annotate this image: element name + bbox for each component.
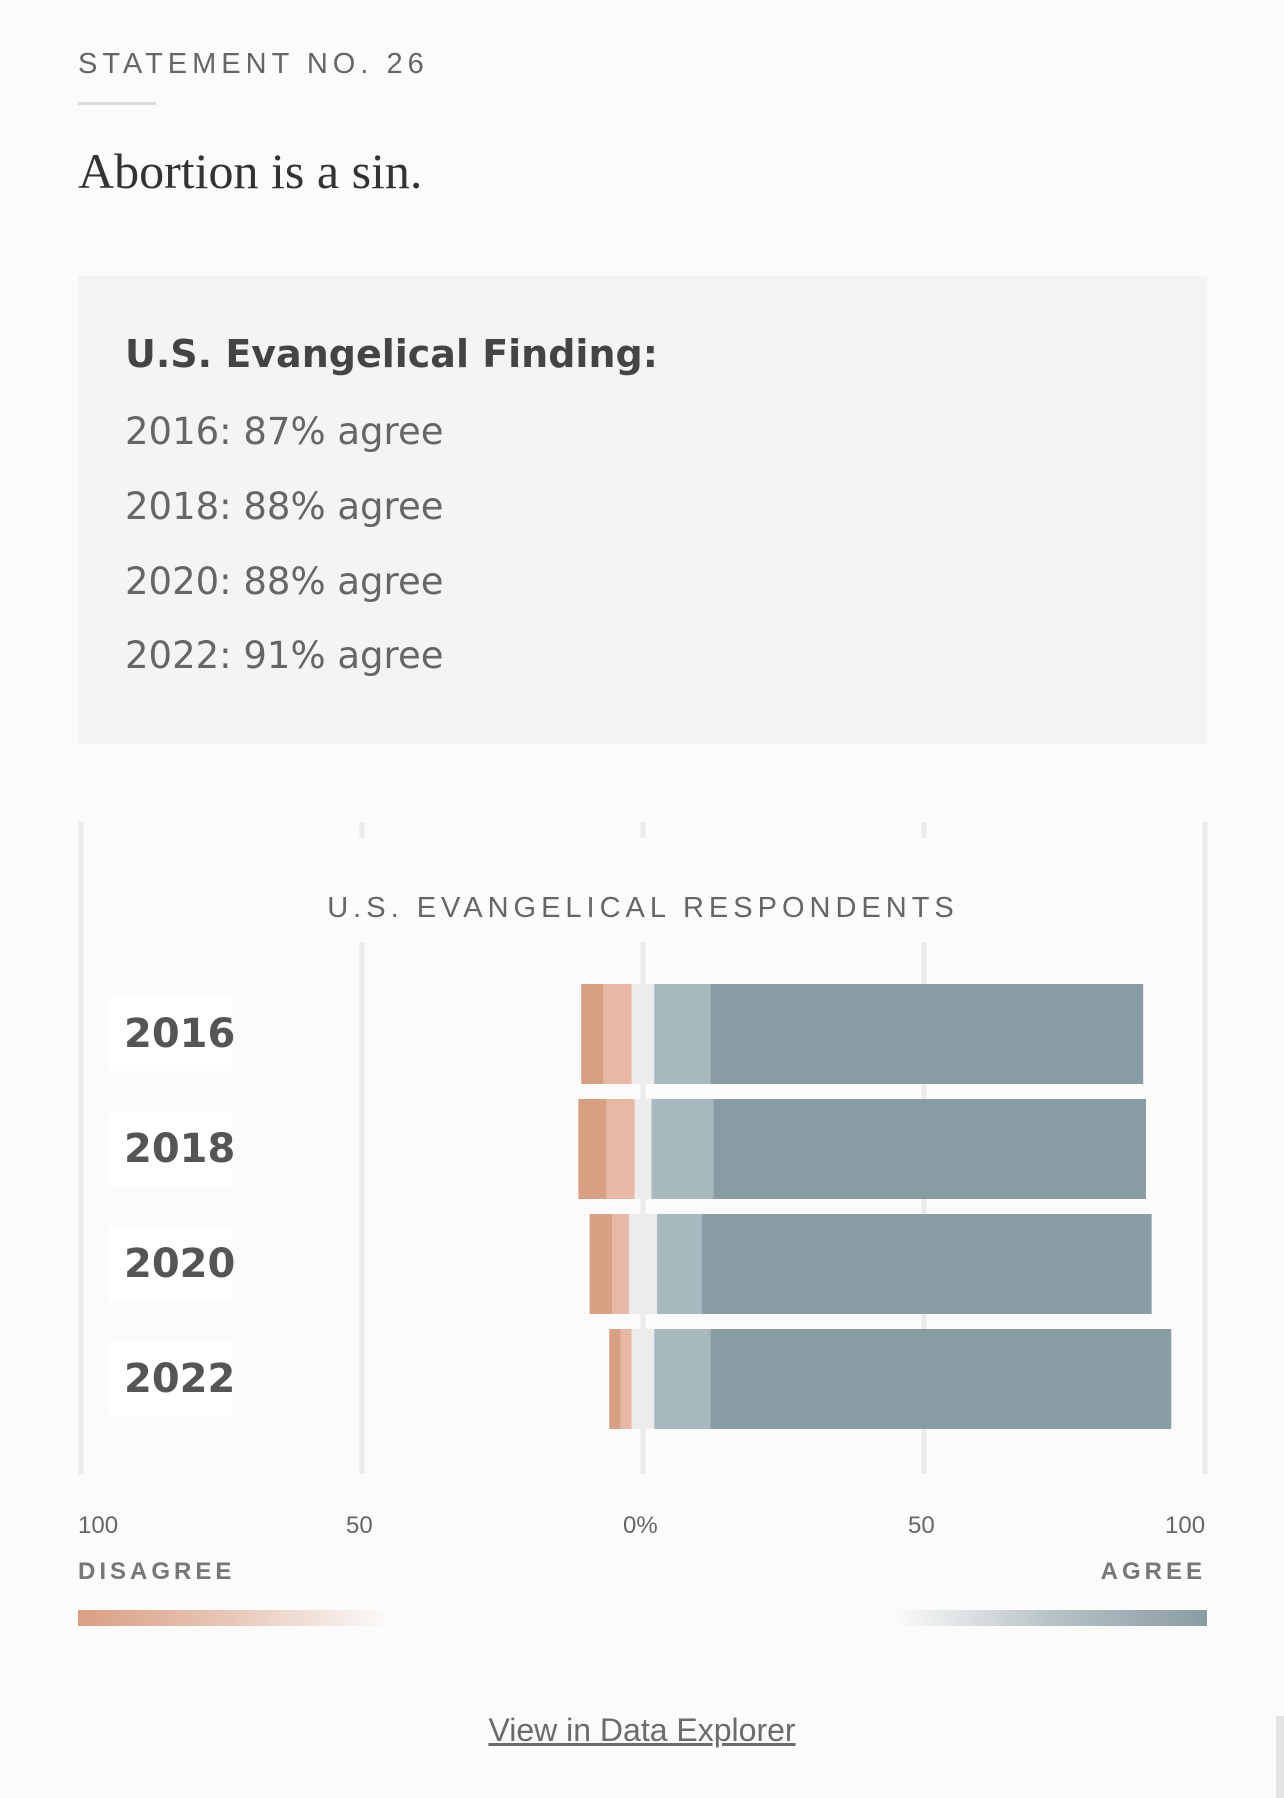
year-label-bg-2018 — [109, 1112, 233, 1186]
view-in-data-explorer-link[interactable]: View in Data Explorer — [488, 1712, 796, 1748]
bar-2018-strongly-agree — [713, 1099, 1146, 1199]
disagree-gradient-legend — [78, 1610, 390, 1626]
year-label-2016: 2016 — [124, 1011, 235, 1057]
bar-2020-strongly-disagree — [589, 1214, 613, 1314]
bar-2016-somewhat-disagree — [603, 984, 632, 1084]
agree-gradient-legend — [895, 1610, 1207, 1626]
year-label-bg-2016 — [109, 997, 233, 1071]
year-label-bg-2020 — [109, 1227, 233, 1301]
statement-title: Abortion is a sin. — [78, 143, 423, 199]
bar-2018-somewhat-disagree — [606, 1099, 635, 1199]
statement-eyebrow: STATEMENT NO. 26 — [78, 48, 429, 80]
bar-2018-strongly-disagree — [578, 1099, 607, 1199]
bar-2016-strongly-agree — [710, 984, 1144, 1084]
bar-2016-somewhat-agree — [654, 984, 711, 1084]
axis-tick-zero: 0% — [623, 1512, 658, 1539]
finding-line-2016: 2016: 87% agree — [125, 410, 444, 453]
finding-line-2020: 2020: 88% agree — [125, 560, 444, 603]
bar-2022-somewhat-agree — [654, 1329, 711, 1429]
finding-title: U.S. Evangelical Finding: — [125, 332, 658, 376]
year-label-2020: 2020 — [124, 1241, 235, 1287]
axis-tick-agree-50: 50 — [908, 1512, 935, 1539]
bar-2016-not-sure — [631, 984, 655, 1084]
year-label-2022: 2022 — [124, 1356, 235, 1402]
bar-2016-strongly-disagree — [581, 984, 604, 1084]
bar-2020-not-sure — [628, 1214, 658, 1314]
chart-title: U.S. EVANGELICAL RESPONDENTS — [327, 892, 959, 924]
finding-line-2022: 2022: 91% agree — [125, 634, 444, 677]
scrollbar[interactable] — [1276, 1716, 1284, 1798]
bar-2018-not-sure — [634, 1099, 652, 1199]
bar-2022-strongly-agree — [710, 1329, 1172, 1429]
agree-label: AGREE — [1100, 1558, 1206, 1585]
bar-2018-somewhat-agree — [651, 1099, 714, 1199]
finding-line-2018: 2018: 88% agree — [125, 485, 444, 528]
finding-box: U.S. Evangelical Finding: 2016: 87% agre… — [78, 276, 1207, 744]
year-label-2018: 2018 — [124, 1126, 235, 1172]
disagree-label: DISAGREE — [78, 1558, 236, 1585]
bar-2020-strongly-agree — [702, 1214, 1152, 1314]
axis-tick-agree-100: 100 — [1165, 1512, 1206, 1539]
axis-tick-disagree-100: 100 — [78, 1512, 119, 1539]
bar-2020-somewhat-disagree — [612, 1214, 629, 1314]
bar-2022-not-sure — [631, 1329, 655, 1429]
year-label-bg-2022 — [109, 1342, 233, 1416]
bar-2020-somewhat-agree — [657, 1214, 703, 1314]
bar-2022-strongly-disagree — [609, 1329, 621, 1429]
axis-tick-disagree-50: 50 — [346, 1512, 373, 1539]
eyebrow-rule — [78, 102, 156, 105]
bar-2022-somewhat-disagree — [620, 1329, 632, 1429]
